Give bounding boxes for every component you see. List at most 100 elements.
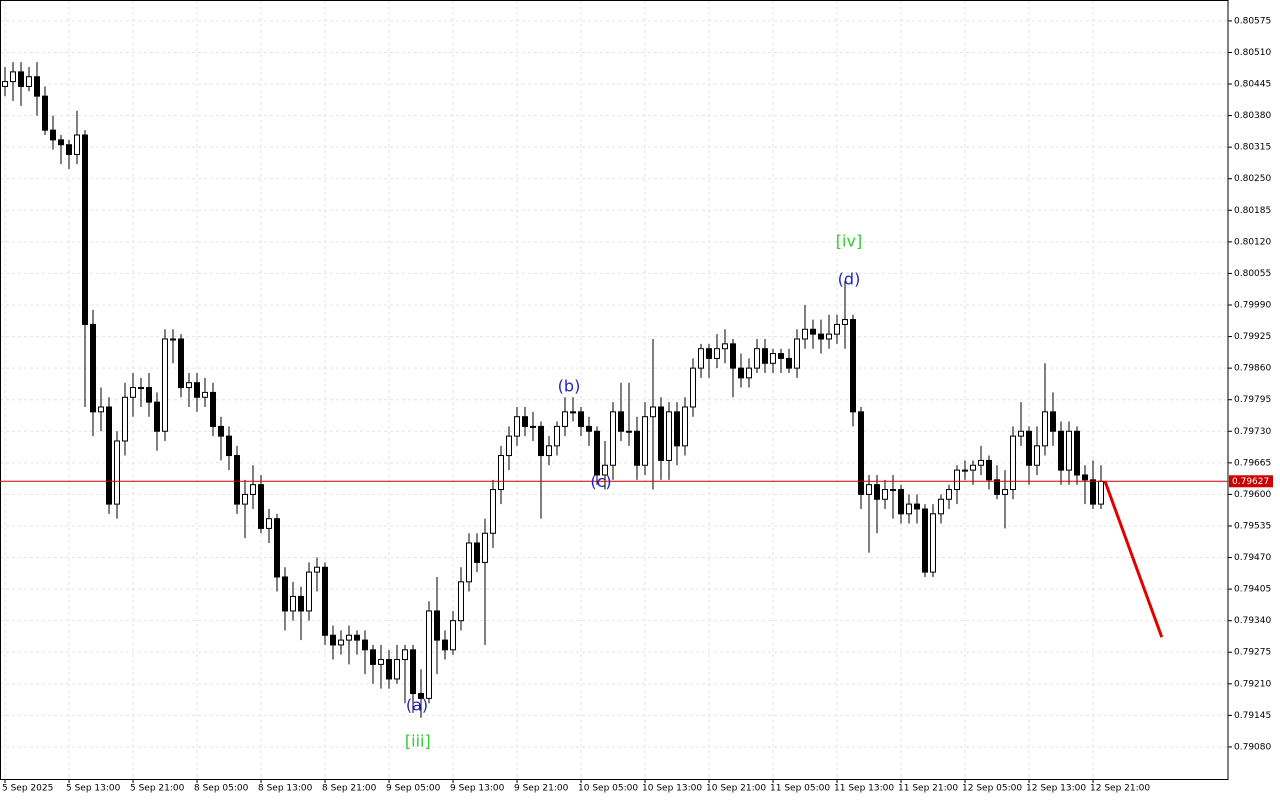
y-tick-label: 0.80185	[1234, 206, 1271, 216]
y-tick-label: 0.80575	[1234, 16, 1271, 26]
candle-body	[570, 411, 576, 414]
candle-body	[450, 620, 456, 651]
candle-body	[818, 333, 824, 340]
candle-body	[1018, 430, 1024, 437]
candle-body	[538, 425, 544, 457]
candle-body	[282, 576, 288, 612]
y-tick-label: 0.79795	[1234, 395, 1271, 405]
candle-body	[770, 353, 776, 364]
candle-body	[746, 367, 752, 379]
candle-body	[1082, 474, 1088, 481]
x-tick-label: 8 Sep 13:00	[258, 784, 313, 794]
x-tick-label: 10 Sep 05:00	[578, 784, 638, 794]
y-tick-label: 0.80510	[1234, 48, 1271, 58]
candle-body	[946, 489, 952, 500]
x-tick-label: 12 Sep 13:00	[1026, 784, 1086, 794]
y-tick-label: 0.79080	[1234, 742, 1271, 752]
candle-body	[50, 129, 56, 141]
candle-body	[210, 391, 216, 427]
forecast-line	[1103, 480, 1164, 638]
candle-body	[858, 411, 864, 495]
candle-body	[250, 484, 256, 495]
candle-body	[170, 338, 176, 341]
y-tick-label: 0.79730	[1234, 427, 1271, 437]
candle-body	[482, 532, 488, 563]
wave-label: (b)	[558, 377, 581, 396]
candle-body	[722, 343, 728, 350]
candle-body	[554, 425, 560, 447]
candle-body	[226, 435, 232, 457]
candle-body	[322, 566, 328, 636]
candle-body	[194, 382, 200, 398]
candle-body	[42, 95, 48, 131]
y-tick-label: 0.80445	[1234, 80, 1271, 90]
x-tick-label: 11 Sep 13:00	[834, 784, 894, 794]
y-tick-label: 0.79405	[1234, 585, 1271, 595]
candle-body	[338, 639, 344, 646]
candle-body	[162, 338, 168, 432]
candle-body	[434, 610, 440, 641]
candle-body	[458, 581, 464, 622]
candle-body	[26, 76, 32, 87]
candle-body	[122, 396, 128, 442]
candle-body	[754, 348, 760, 369]
x-tick-label: 5 Sep 21:00	[130, 784, 185, 794]
x-tick-label: 12 Sep 21:00	[1090, 784, 1150, 794]
x-tick-label: 5 Sep 13:00	[66, 784, 121, 794]
candle-body	[1026, 430, 1032, 466]
y-tick-label: 0.80120	[1234, 237, 1271, 247]
candle-body	[690, 367, 696, 408]
candle-body	[834, 323, 840, 335]
candle-body	[1098, 480, 1104, 505]
candle-body	[586, 425, 592, 432]
candle-body	[914, 503, 920, 510]
candle-body	[898, 489, 904, 515]
candle-body	[682, 406, 688, 447]
x-tick-label: 11 Sep 21:00	[898, 784, 958, 794]
candle-body	[202, 391, 208, 398]
candle-body	[242, 493, 248, 505]
candle-body	[314, 566, 320, 573]
x-tick-label: 10 Sep 13:00	[642, 784, 702, 794]
y-tick-label: 0.80315	[1234, 143, 1271, 153]
candle-body	[522, 416, 528, 427]
x-tick-label: 8 Sep 05:00	[194, 784, 249, 794]
x-tick-label: 8 Sep 21:00	[322, 784, 377, 794]
plot-frame	[0, 0, 1229, 780]
candle-body	[474, 542, 480, 563]
candle-body	[298, 595, 304, 612]
candle-body	[346, 634, 352, 641]
x-tick-label: 5 Sep 2025	[2, 784, 53, 794]
candle-body	[602, 464, 608, 476]
candle-body	[578, 411, 584, 427]
candle-body	[546, 445, 552, 457]
candle-body	[762, 348, 768, 364]
candle-body	[354, 634, 360, 641]
candle-body	[114, 440, 120, 505]
x-tick-label: 9 Sep 13:00	[450, 784, 505, 794]
candle-body	[66, 144, 72, 155]
candle-body	[562, 411, 568, 427]
candle-body	[730, 343, 736, 369]
candle-body	[994, 479, 1000, 495]
price-tag-label: 0.79627	[1232, 477, 1269, 487]
candle-body	[426, 610, 432, 699]
y-tick-label: 0.80250	[1234, 174, 1271, 184]
y-tick-label: 0.79665	[1234, 458, 1271, 468]
candle-body	[698, 348, 704, 369]
candle-body	[1034, 445, 1040, 466]
candle-body	[658, 406, 664, 461]
candle-body	[378, 659, 384, 665]
y-tick-label: 0.79600	[1234, 490, 1271, 500]
candle-body	[706, 348, 712, 359]
candle-body	[106, 406, 112, 505]
candle-body	[330, 634, 336, 646]
candle-body	[842, 319, 848, 325]
candle-body	[850, 319, 856, 413]
candle-body	[154, 401, 160, 432]
candle-body	[786, 357, 792, 369]
candle-body	[146, 387, 152, 403]
candle-body	[1066, 430, 1072, 471]
candle-body	[394, 659, 400, 680]
